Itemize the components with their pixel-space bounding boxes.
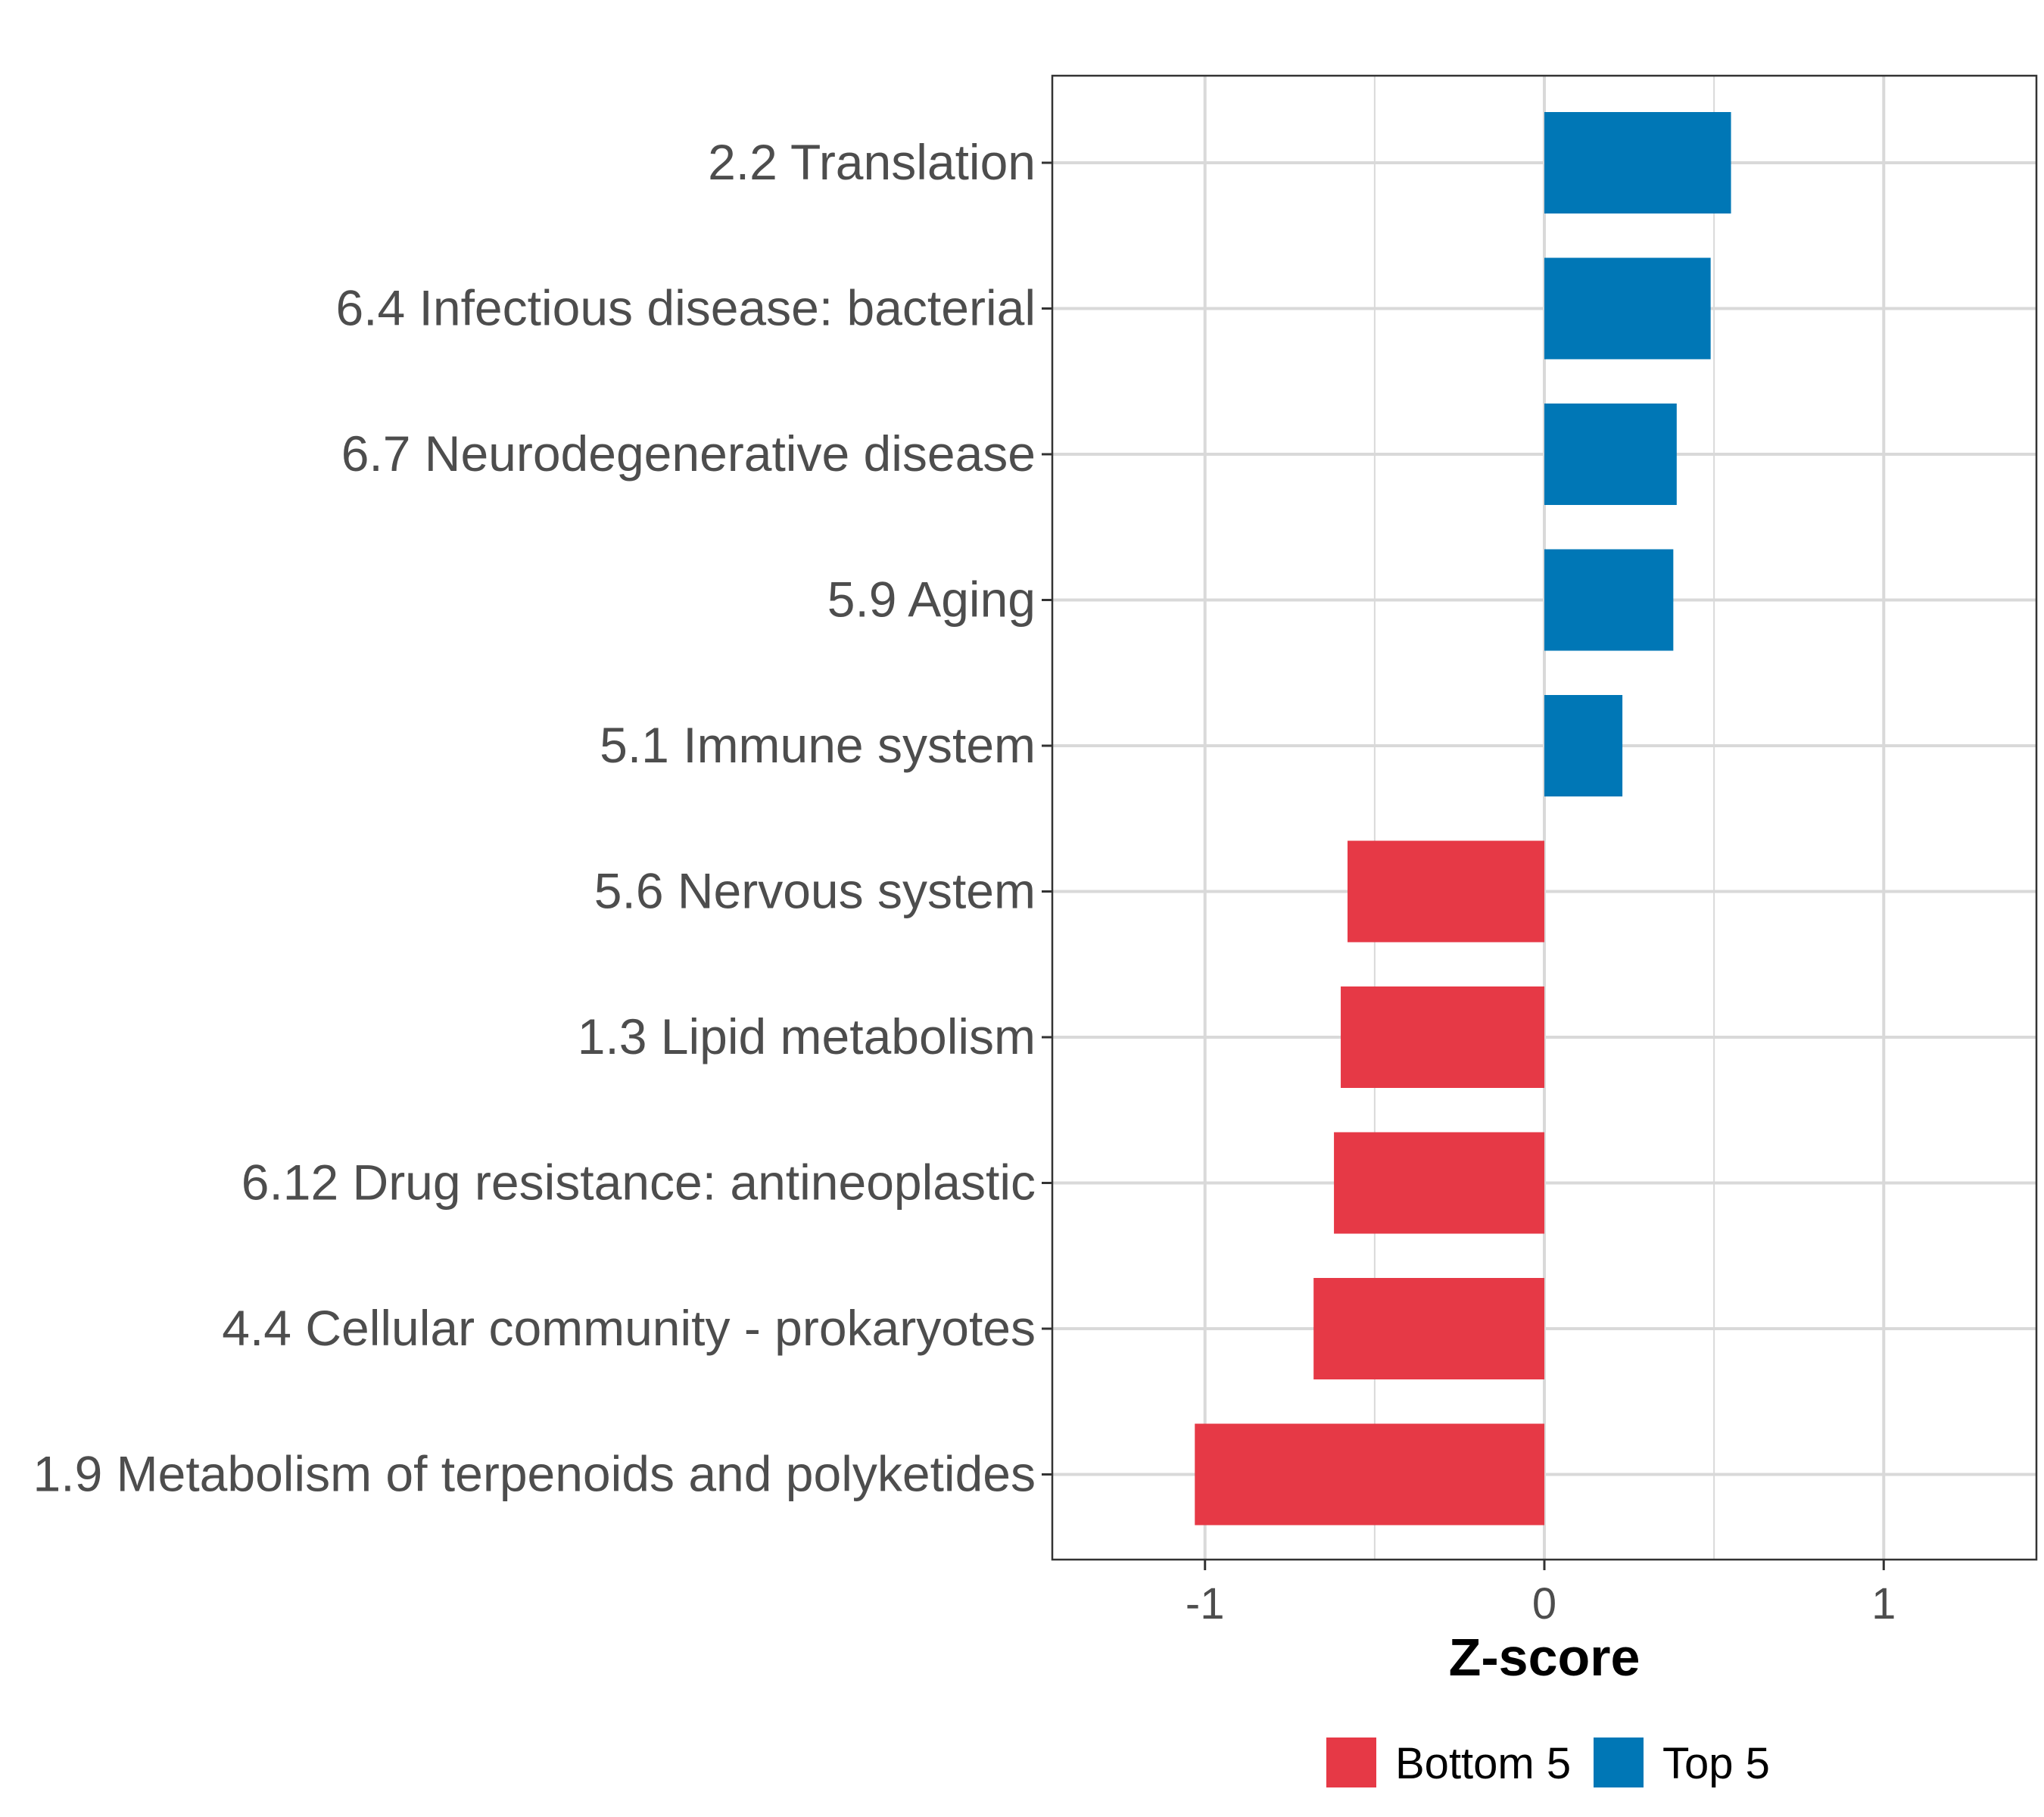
legend-label: Top 5: [1662, 1739, 1770, 1788]
bar: [1341, 986, 1544, 1088]
category-label: 5.9 Aging: [827, 572, 1036, 628]
category-label: 2.2 Translation: [708, 134, 1036, 190]
category-label: 6.4 Infectious disease: bacterial: [335, 280, 1036, 336]
bar: [1544, 404, 1677, 505]
x-tick-label: 1: [1871, 1579, 1896, 1628]
category-label: 6.12 Drug resistance: antineoplastic: [241, 1155, 1036, 1211]
x-tick-label: 0: [1532, 1579, 1556, 1628]
x-axis-title: Z-score: [1449, 1628, 1640, 1687]
legend: Bottom 5 Top 5: [1326, 1738, 1770, 1788]
bar: [1348, 840, 1544, 943]
bar: [1544, 112, 1731, 213]
bar: [1544, 549, 1674, 651]
bar: [1313, 1278, 1544, 1379]
x-axis: -1 0 1: [1186, 1560, 1896, 1628]
category-label: 4.4 Cellular community - prokaryotes: [222, 1300, 1036, 1356]
bar: [1195, 1423, 1544, 1526]
category-label: 1.3 Lipid metabolism: [578, 1008, 1036, 1064]
legend-key: [1326, 1738, 1376, 1787]
category-label: 5.6 Nervous system: [594, 863, 1036, 919]
bar: [1544, 695, 1623, 796]
category-label: 5.1 Immune system: [600, 717, 1036, 773]
category-label: 1.9 Metabolism of terpenoids and polyket…: [33, 1446, 1036, 1502]
bar: [1544, 257, 1711, 360]
bar: [1334, 1132, 1544, 1234]
y-axis: 2.2 Translation 6.4 Infectious disease: b…: [33, 134, 1052, 1502]
category-label: 6.7 Neurodegenerative disease: [341, 425, 1036, 482]
bars: [1195, 112, 1731, 1526]
legend-label: Bottom 5: [1395, 1739, 1571, 1788]
legend-key: [1594, 1738, 1644, 1787]
x-tick-label: -1: [1186, 1579, 1225, 1628]
